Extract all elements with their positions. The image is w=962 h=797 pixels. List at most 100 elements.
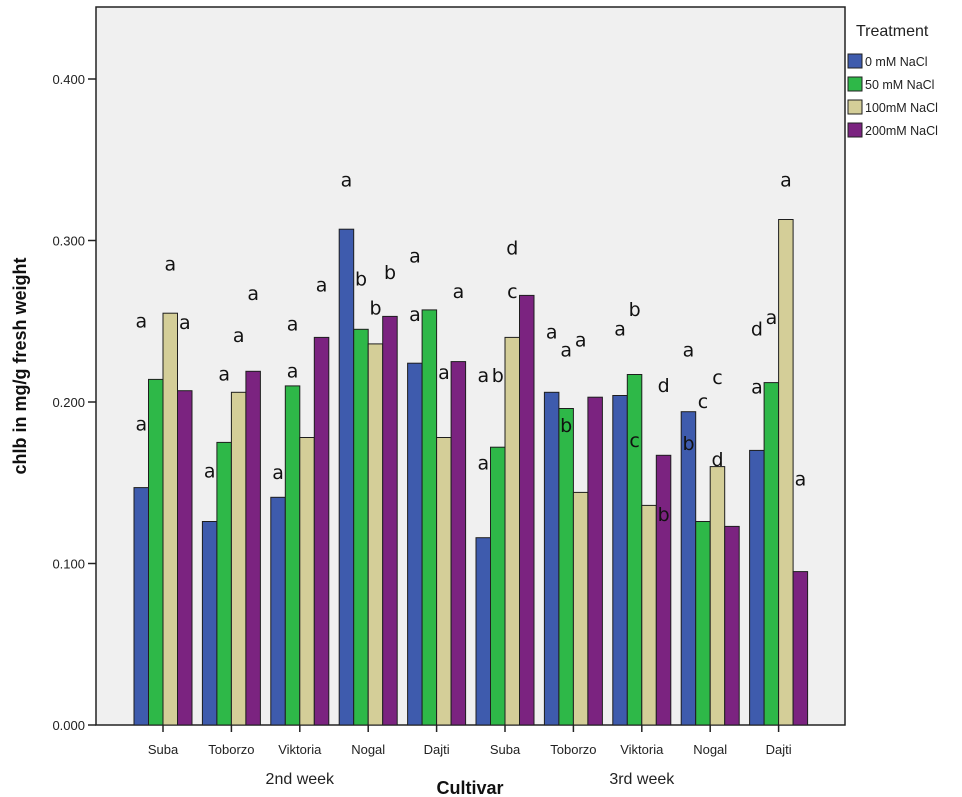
bar-nogal-week2-series-3 bbox=[382, 315, 398, 726]
bar-nogal-week2-series-2 bbox=[367, 343, 384, 726]
bar-viktoria-week3-series-0 bbox=[612, 395, 628, 726]
significance-letter: a bbox=[316, 275, 328, 297]
significance-letter: b bbox=[658, 504, 670, 526]
significance-letter: a bbox=[751, 377, 763, 399]
x-tick-label: Dajti bbox=[766, 742, 792, 757]
x-tick-label: Toborzo bbox=[550, 742, 596, 757]
x-axis-title: Cultivar bbox=[436, 778, 503, 797]
bar-suba-week3-series-1 bbox=[490, 446, 506, 726]
significance-letter: b bbox=[384, 262, 396, 284]
significance-letter: c bbox=[507, 281, 517, 303]
significance-letter: a bbox=[341, 170, 353, 192]
significance-letter: d bbox=[658, 375, 670, 397]
group-label: 3rd week bbox=[609, 771, 675, 788]
bar-toborzo-week3-series-2 bbox=[572, 491, 589, 726]
bar-suba-week3-series-2 bbox=[504, 336, 520, 726]
bar-nogal-week3-series-0 bbox=[680, 411, 697, 726]
bar-dajti-week3-series-2 bbox=[778, 219, 794, 726]
legend: Treatment 0 mM NaCl 50 mM NaCl 100mM NaCl 2… bbox=[847, 23, 938, 138]
legend-swatch bbox=[847, 99, 863, 115]
significance-letter: c bbox=[698, 391, 708, 413]
bar-suba-week2-series-0 bbox=[133, 487, 149, 726]
legend-swatch bbox=[847, 76, 863, 92]
significance-letter: a bbox=[683, 339, 695, 361]
bar-viktoria-week3-series-2 bbox=[641, 504, 657, 726]
legend-label: 50 mM NaCl bbox=[865, 78, 934, 92]
significance-letter: a bbox=[204, 460, 216, 482]
x-tick-label: Suba bbox=[490, 742, 521, 757]
significance-letter: a bbox=[287, 314, 299, 336]
significance-letter: d bbox=[751, 318, 763, 340]
x-tick-label: Nogal bbox=[693, 742, 727, 757]
x-axis: Suba Toborzo Viktoria Nogal Dajti Suba Toborzo… bbox=[148, 725, 792, 788]
bar-viktoria-week2-series-1 bbox=[284, 385, 301, 726]
bar-toborzo-week2-series-0 bbox=[201, 521, 218, 726]
bars-layer bbox=[133, 219, 809, 726]
significance-letter: a bbox=[780, 170, 792, 192]
bar-dajti-week2-series-3 bbox=[450, 361, 467, 726]
significance-letter: a bbox=[795, 469, 807, 491]
significance-letter: a bbox=[477, 452, 489, 474]
legend-swatch bbox=[847, 122, 863, 138]
bar-suba-week2-series-3 bbox=[177, 390, 193, 726]
bar-viktoria-week2-series-2 bbox=[299, 437, 315, 726]
bar-toborzo-week2-series-2 bbox=[230, 391, 247, 726]
significance-letter: b bbox=[560, 415, 572, 437]
significance-letter: a bbox=[614, 318, 626, 340]
y-axis-title: chlb in mg/g fresh weight bbox=[10, 257, 30, 474]
significance-letter: c bbox=[712, 367, 722, 389]
legend-swatch bbox=[847, 53, 863, 69]
bar-viktoria-week3-series-1 bbox=[626, 374, 643, 726]
y-axis: 0.000 0.100 0.200 0.300 0.400 bbox=[52, 72, 96, 733]
y-tick-label: 0.200 bbox=[52, 395, 85, 410]
significance-letter: a bbox=[766, 307, 778, 329]
x-tick-label: Dajti bbox=[424, 742, 450, 757]
significance-letter: b bbox=[355, 268, 367, 290]
legend-title: Treatment bbox=[856, 23, 929, 40]
significance-letter: b bbox=[369, 297, 381, 319]
bar-toborzo-week3-series-1 bbox=[558, 408, 574, 726]
bar-viktoria-week3-series-3 bbox=[655, 454, 672, 726]
bar-viktoria-week2-series-0 bbox=[270, 496, 286, 726]
bar-nogal-week3-series-1 bbox=[695, 521, 711, 726]
significance-letter: a bbox=[272, 462, 284, 484]
legend-label: 100mM NaCl bbox=[865, 101, 938, 115]
significance-letter: a bbox=[287, 360, 299, 382]
bar-dajti-week2-series-0 bbox=[407, 362, 423, 726]
significance-letter: a bbox=[218, 364, 230, 386]
significance-letters: aaaaaaaaaaaaabbbaaaaaabcdaabaabcdbabccdd… bbox=[135, 170, 806, 526]
bar-dajti-week3-series-0 bbox=[749, 449, 765, 726]
x-tick-label: Viktoria bbox=[278, 742, 322, 757]
significance-letter: a bbox=[247, 283, 259, 305]
bar-dajti-week2-series-1 bbox=[421, 309, 438, 726]
significance-letter: a bbox=[546, 322, 558, 344]
significance-letter: a bbox=[575, 330, 587, 352]
x-tick-label: Viktoria bbox=[620, 742, 664, 757]
significance-letter: b bbox=[682, 433, 694, 455]
x-tick-label: Toborzo bbox=[208, 742, 254, 757]
bar-suba-week2-series-2 bbox=[162, 312, 178, 726]
significance-letter: d bbox=[711, 449, 723, 471]
significance-letter: a bbox=[164, 254, 176, 276]
group-label: 2nd week bbox=[266, 771, 335, 788]
bar-suba-week3-series-0 bbox=[475, 537, 491, 726]
significance-letter: a bbox=[477, 365, 489, 387]
significance-letter: a bbox=[438, 362, 450, 384]
x-tick-label: Suba bbox=[148, 742, 179, 757]
significance-letter: d bbox=[506, 238, 518, 260]
y-tick-label: 0.100 bbox=[52, 557, 85, 572]
significance-letter: b bbox=[492, 365, 504, 387]
significance-letter: a bbox=[233, 325, 245, 347]
bar-dajti-week3-series-3 bbox=[792, 571, 809, 726]
bar-dajti-week3-series-1 bbox=[763, 382, 780, 726]
bar-nogal-week2-series-0 bbox=[338, 228, 355, 726]
bar-suba-week2-series-1 bbox=[148, 378, 164, 726]
bar-nogal-week3-series-3 bbox=[724, 525, 740, 726]
bar-nogal-week2-series-1 bbox=[353, 328, 369, 726]
bar-toborzo-week3-series-0 bbox=[543, 391, 560, 726]
significance-letter: c bbox=[629, 430, 639, 452]
legend-label: 0 mM NaCl bbox=[865, 55, 928, 69]
bar-toborzo-week3-series-3 bbox=[587, 396, 603, 726]
bar-toborzo-week2-series-3 bbox=[245, 370, 261, 726]
